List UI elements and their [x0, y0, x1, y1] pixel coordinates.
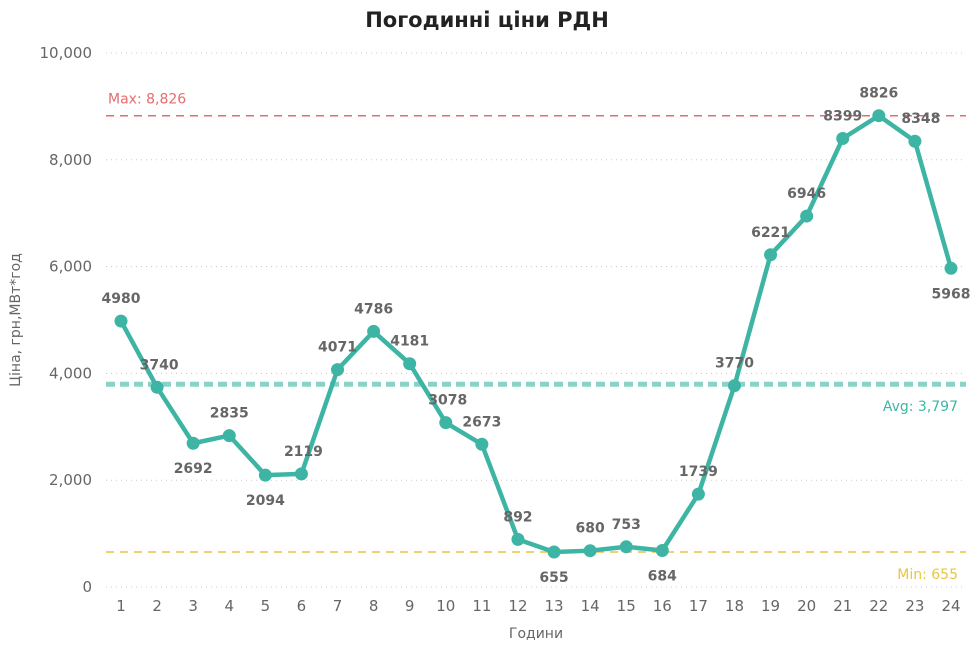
data-point[interactable]: [439, 416, 453, 430]
x-tick-label: 23: [905, 597, 924, 615]
data-point[interactable]: [800, 209, 814, 223]
data-point[interactable]: [655, 543, 669, 557]
x-tick-label: 2: [152, 597, 162, 615]
x-tick-label: 3: [188, 597, 198, 615]
data-label: 5968: [932, 286, 971, 302]
x-tick-label: 1: [116, 597, 126, 615]
data-label: 4071: [318, 340, 357, 356]
x-axis-label: Години: [509, 626, 563, 642]
data-point[interactable]: [511, 532, 525, 546]
data-point[interactable]: [367, 324, 381, 338]
data-point[interactable]: [294, 467, 308, 481]
grid-layer: [106, 52, 966, 588]
x-tick-label: 17: [689, 597, 708, 615]
x-tick-label: 4: [224, 597, 234, 615]
data-point[interactable]: [403, 357, 417, 371]
data-point[interactable]: [258, 468, 272, 482]
data-point[interactable]: [872, 109, 886, 123]
series-line: [118, 113, 954, 555]
data-point[interactable]: [547, 545, 561, 559]
x-tick-label: 12: [508, 597, 527, 615]
data-labels: 4980 3740 2692 2835 2094 2119 4071 4786 4181 3078…: [102, 86, 971, 586]
x-tick-label: 8: [369, 597, 379, 615]
y-tick-label: 2,000: [49, 471, 92, 489]
data-label: 3740: [140, 357, 179, 373]
data-label: 2094: [246, 493, 285, 509]
data-label: 655: [539, 570, 568, 586]
data-point[interactable]: [222, 429, 236, 443]
data-point[interactable]: [764, 248, 778, 262]
x-tick-label: 10: [436, 597, 455, 615]
y-axis-label: Ціна, грн,МВт*год: [8, 253, 24, 387]
x-tick-label: 6: [297, 597, 307, 615]
x-tick-label: 15: [617, 597, 636, 615]
y-tick-label: 4,000: [49, 364, 92, 382]
data-label: 680: [576, 521, 605, 537]
data-label: 6221: [751, 225, 790, 241]
data-point[interactable]: [331, 363, 345, 377]
data-label: 684: [648, 568, 677, 584]
x-tick-label: 21: [833, 597, 852, 615]
data-point[interactable]: [836, 131, 850, 145]
data-label: 4786: [354, 301, 393, 317]
x-tick-label: 20: [797, 597, 816, 615]
series-layer: [114, 109, 958, 559]
data-label: 2673: [462, 414, 501, 430]
data-label: 4181: [390, 334, 429, 350]
y-tick-label: 6,000: [49, 258, 92, 276]
reference-line-label: Max: 8,826: [108, 92, 186, 108]
data-point[interactable]: [908, 134, 922, 148]
data-label: 2835: [210, 406, 249, 422]
reference-line-label: Min: 655: [897, 567, 958, 583]
data-point[interactable]: [727, 379, 741, 393]
y-tick-label: 0: [82, 578, 92, 596]
data-label: 6946: [787, 186, 826, 202]
x-tick-label: 16: [653, 597, 672, 615]
data-label: 2692: [174, 461, 213, 477]
data-point[interactable]: [691, 487, 705, 501]
data-point[interactable]: [114, 314, 128, 328]
data-label: 3770: [715, 356, 754, 372]
data-label: 8826: [859, 86, 898, 102]
data-point[interactable]: [583, 544, 597, 558]
data-label: 1739: [679, 464, 718, 480]
data-label: 753: [612, 517, 641, 533]
data-point[interactable]: [944, 261, 958, 275]
data-label: 8348: [901, 111, 940, 127]
x-tick-label: 22: [869, 597, 888, 615]
data-label: 3078: [428, 393, 467, 409]
x-tick-label: 9: [405, 597, 415, 615]
data-label: 8399: [823, 108, 862, 124]
x-tick-label: 7: [333, 597, 343, 615]
x-tick-label: 18: [725, 597, 744, 615]
data-point[interactable]: [619, 540, 633, 554]
y-tick-label: 8,000: [49, 151, 92, 169]
chart-title: Погодинні ціни РДН: [365, 8, 609, 32]
x-tick-label: 19: [761, 597, 780, 615]
x-tick-label: 11: [472, 597, 491, 615]
reference-line-label: Avg: 3,797: [883, 399, 958, 415]
x-tick-label: 14: [581, 597, 600, 615]
data-label: 4980: [102, 291, 141, 307]
y-tick-label: 10,000: [40, 44, 93, 62]
data-point[interactable]: [150, 380, 164, 394]
data-point[interactable]: [475, 437, 489, 451]
data-label: 892: [503, 509, 532, 525]
x-tick-label: 5: [261, 597, 271, 615]
reference-lines: Max: 8,826 Avg: 3,797 Min: 655: [106, 92, 966, 583]
data-label: 2119: [284, 444, 323, 460]
x-tick-label: 24: [941, 597, 960, 615]
x-tick-label: 13: [544, 597, 563, 615]
data-point[interactable]: [186, 436, 200, 450]
